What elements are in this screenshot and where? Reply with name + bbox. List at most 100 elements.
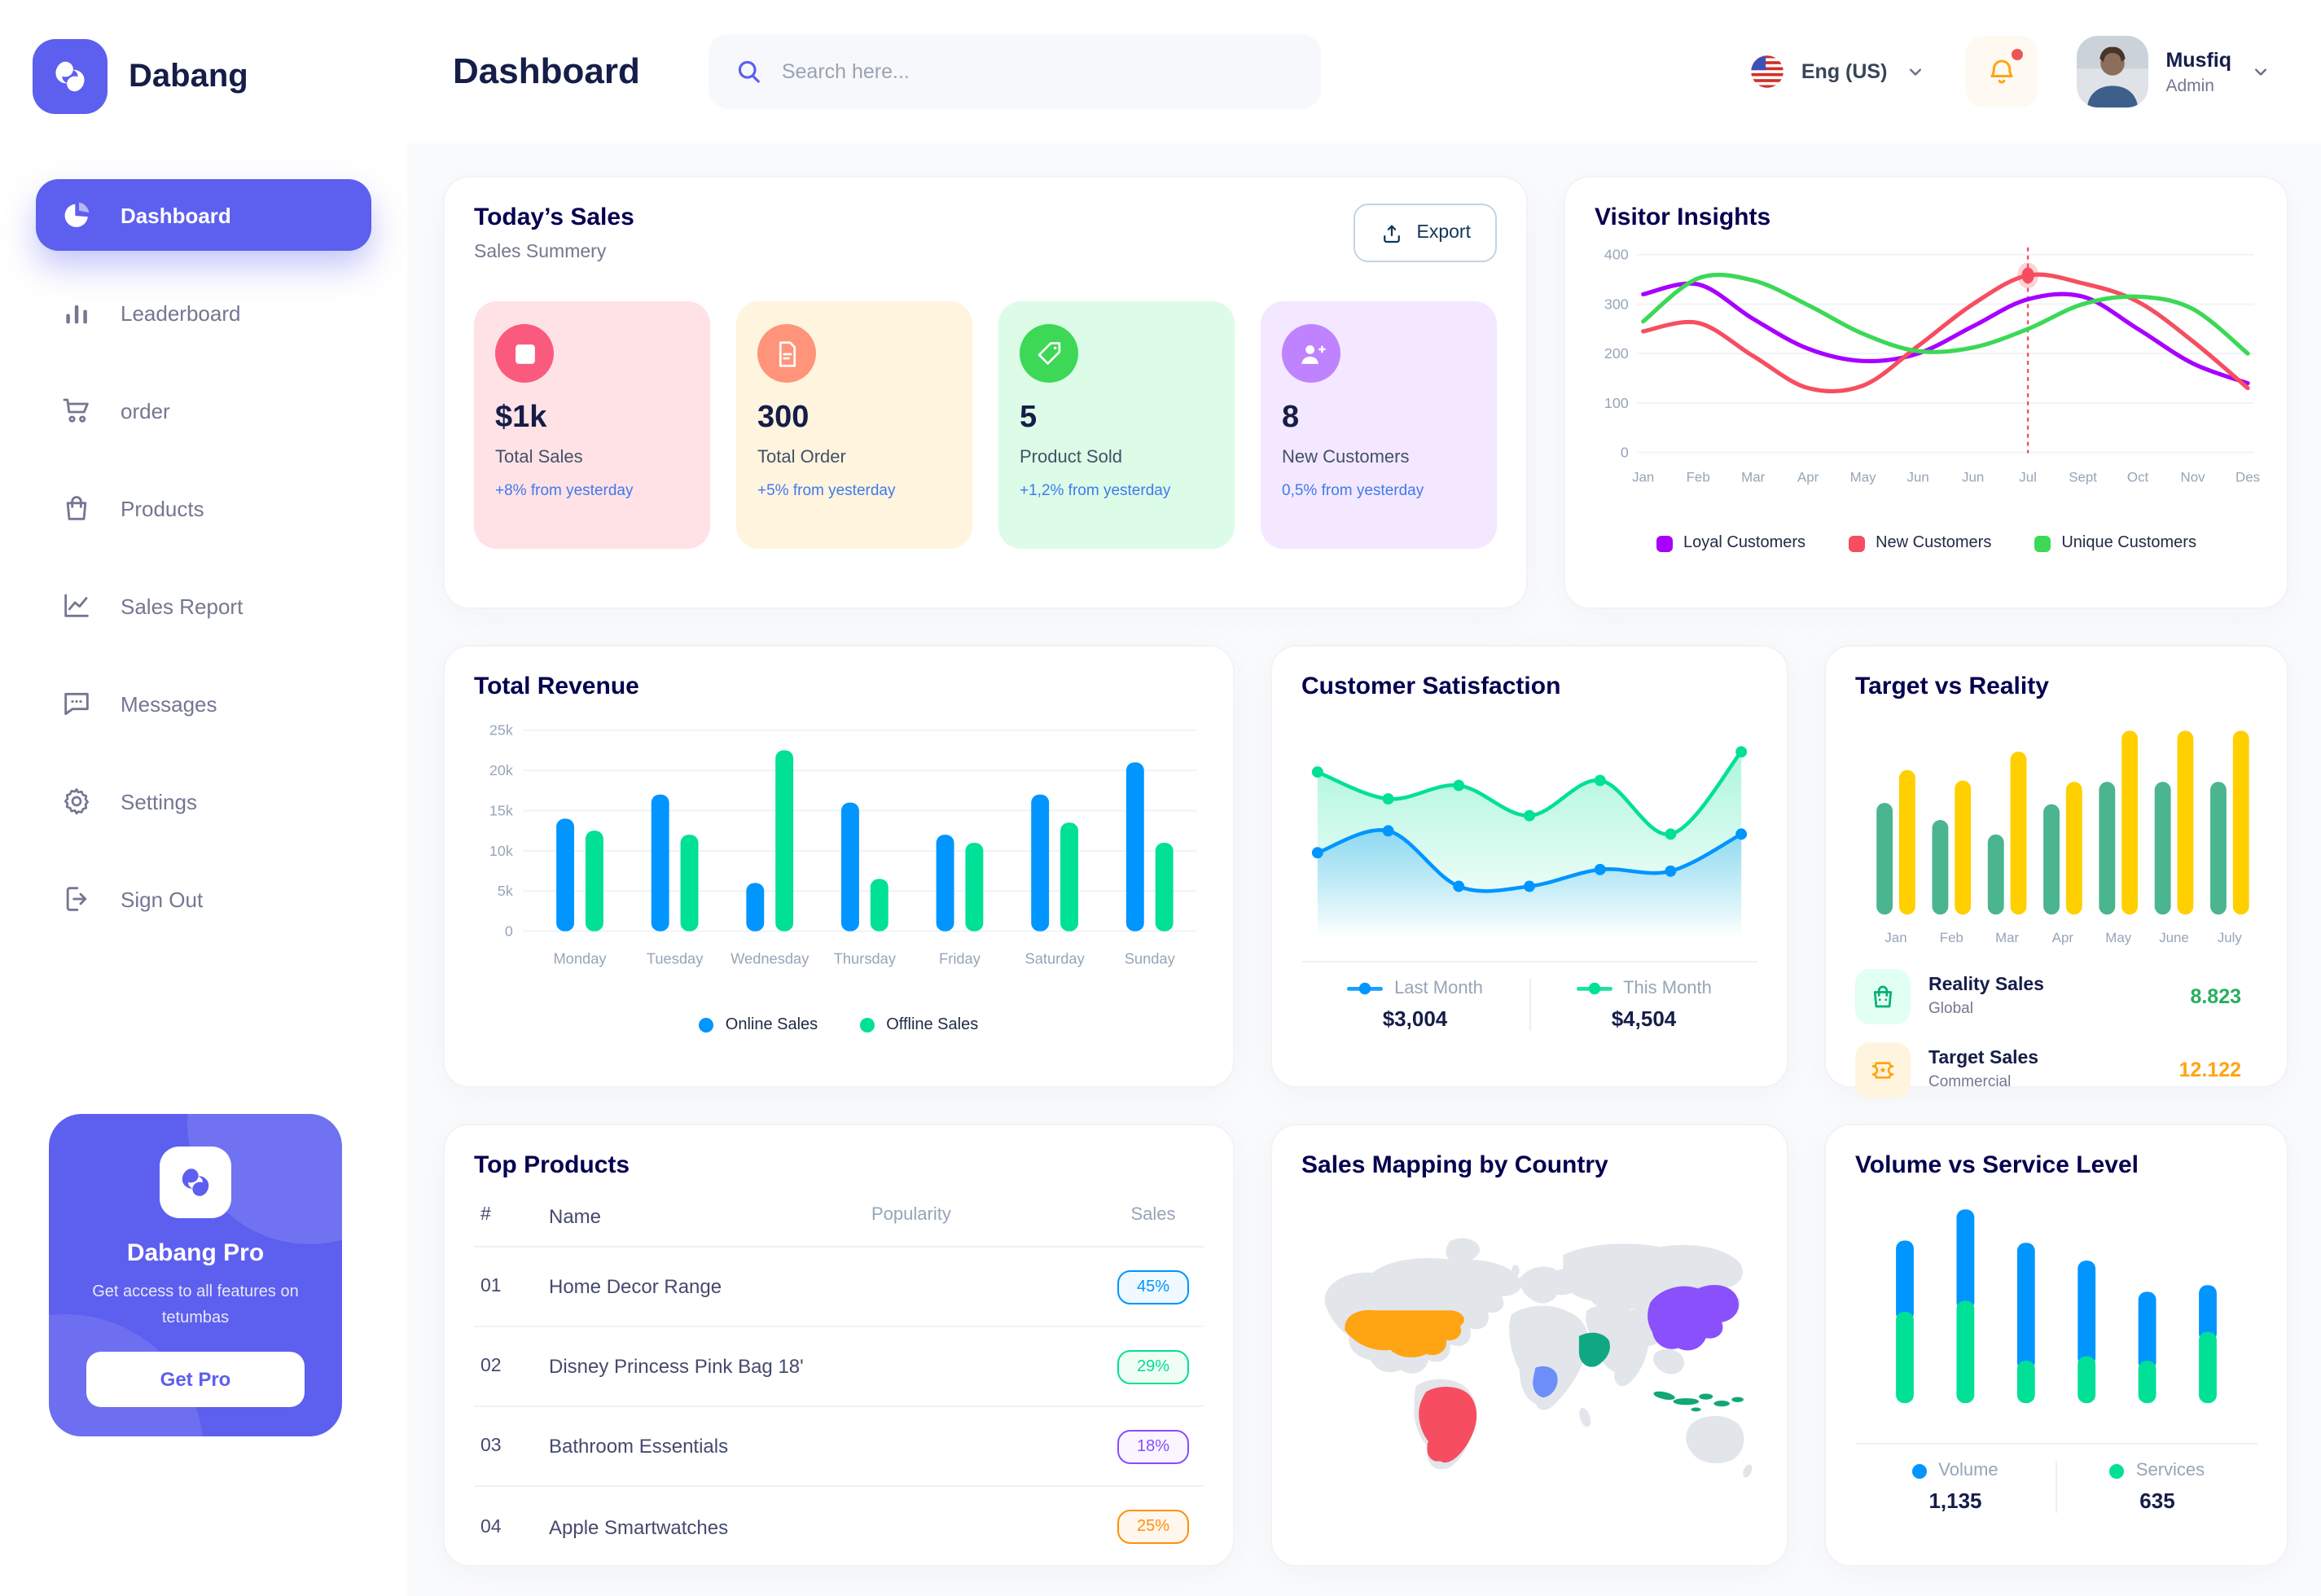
sidebar-item-leaderboard[interactable]: Leaderboard (36, 277, 371, 349)
volume-vs-service-legend: Volume 1,135 Services 635 (1855, 1461, 2257, 1513)
svg-text:Des: Des (2235, 469, 2260, 484)
svg-text:Sunday: Sunday (1125, 949, 1176, 967)
get-pro-button[interactable]: Get Pro (86, 1352, 305, 1407)
legend-swatch (860, 1018, 875, 1033)
legend-label: This Month (1623, 979, 1712, 998)
stat-delta: +1,2% from yesterday (1020, 482, 1171, 500)
total-revenue-title: Total Revenue (474, 673, 639, 700)
stat-label: Total Sales (495, 448, 583, 467)
gear-icon (60, 785, 93, 818)
search-input[interactable] (781, 60, 1295, 83)
product-row-home-decor-range: 01 Home Decor Range 45% (474, 1247, 1204, 1327)
stat-card-total-sales: $1k Total Sales +8% from yesterday (474, 301, 710, 549)
sidebar-item-products[interactable]: Products (36, 472, 371, 544)
pie-chart-icon (60, 199, 93, 231)
target-vs-reality-legend: Reality Sales Global 8.823 Target Sales Comm… (1855, 969, 2257, 1098)
header-actions: Eng (US) Musfiq Admin (1749, 36, 2272, 107)
customer-satisfaction-chart (1311, 746, 1748, 938)
bar-chart-icon (60, 296, 93, 329)
sidebar: Dabang Dashboard Leaderboard order Products… (0, 0, 407, 1596)
pro-card: Dabang Pro Get access to all features on… (49, 1114, 342, 1436)
legend-label: Reality Sales (1928, 976, 2044, 995)
sidebar-item-messages[interactable]: Messages (36, 668, 371, 739)
svg-text:100: 100 (1604, 395, 1629, 411)
language-selector[interactable]: Eng (US) (1749, 54, 1927, 90)
legend-group-last-month: Last Month $3,004 (1301, 979, 1529, 1031)
target-vs-reality-title: Target vs Reality (1855, 673, 2049, 700)
user-menu[interactable]: Musfiq Admin (2076, 36, 2272, 107)
svg-text:Jan: Jan (1884, 930, 1906, 945)
top-products-card: Top Products # Name Popularity Sales 01 Home… (443, 1124, 1235, 1567)
stat-label: Product Sold (1020, 448, 1122, 467)
top-products-body: 01 Home Decor Range 45% 02 Disney Princess P… (474, 1247, 1204, 1567)
legend-value: 8.823 (2190, 985, 2241, 1008)
stat-value: 8 (1282, 401, 1300, 435)
legend-label: Last Month (1394, 979, 1483, 998)
sidebar-item-settings[interactable]: Settings (36, 765, 371, 837)
product-rank: 01 (480, 1277, 502, 1296)
svg-text:Jun: Jun (1907, 469, 1929, 484)
sidebar-item-sales-report[interactable]: Sales Report (36, 570, 371, 642)
ticket-icon (1855, 1042, 1911, 1098)
svg-text:25k: 25k (489, 722, 513, 739)
user-name: Musfiq (2165, 48, 2231, 71)
svg-text:0: 0 (1621, 445, 1629, 461)
sidebar-item-label: Dashboard (121, 203, 231, 227)
svg-text:Sept: Sept (2069, 469, 2097, 484)
message-icon (60, 687, 93, 720)
svg-text:Saturday: Saturday (1024, 949, 1085, 967)
total-revenue-legend: Online Sales Offline Sales (474, 1016, 1204, 1034)
column-header-sales: Sales (1130, 1205, 1176, 1225)
product-name: Disney Princess Pink Bag 18' (549, 1355, 804, 1378)
svg-text:Feb: Feb (1940, 930, 1963, 945)
notification-dot (2011, 49, 2023, 60)
legend-item-loyal-customers: Loyal Customers (1656, 534, 1805, 552)
stat-value: 5 (1020, 401, 1038, 435)
content: Today’s Sales Sales Summery Export $1k To… (407, 143, 2321, 1596)
cart-icon (60, 394, 93, 427)
language-label: Eng (US) (1801, 60, 1888, 83)
user-role: Admin (2165, 76, 2214, 95)
sidebar-item-label: Messages (121, 691, 217, 716)
product-name: Home Decor Range (549, 1275, 722, 1298)
legend-swatch (1848, 535, 1865, 551)
target-vs-reality-card: Target vs Reality Jan Feb Mar Apr May June Jul… (1824, 645, 2288, 1098)
stats-row: $1k Total Sales +8% from yesterday 300 Total… (474, 301, 1497, 549)
legend-sublabel: Commercial (1928, 1073, 2012, 1091)
stat-value: $1k (495, 401, 547, 435)
target-vs-reality-chart: Jan Feb Mar Apr May June July (1876, 730, 2249, 945)
sidebar-item-dashboard[interactable]: Dashboard (36, 179, 371, 251)
svg-text:Jul: Jul (2019, 469, 2037, 484)
svg-text:Mar: Mar (1995, 930, 2019, 945)
map-country-usa (1345, 1309, 1464, 1358)
total-revenue-chart: 0 5k 10k 15k 20k 25k Monday Tuesday Wednesday Thu… (489, 722, 1198, 967)
bag-icon (60, 492, 93, 524)
svg-text:Monday: Monday (553, 949, 607, 967)
column-header-popularity: Popularity (871, 1205, 951, 1225)
export-button[interactable]: Export (1353, 204, 1497, 262)
stat-delta: +8% from yesterday (495, 482, 634, 500)
search-bar[interactable] (708, 34, 1321, 109)
stat-value: 300 (757, 401, 809, 435)
sidebar-item-sign-out[interactable]: Sign Out (36, 863, 371, 935)
legend-value: 1,135 (1928, 1489, 1982, 1513)
column-header-name: Name (549, 1205, 602, 1228)
legend-item-online-sales: Online Sales (699, 1016, 818, 1034)
world-map (1324, 1238, 1753, 1478)
product-rank: 04 (480, 1517, 502, 1537)
svg-text:Mar: Mar (1741, 469, 1765, 484)
customer-satisfaction-title: Customer Satisfaction (1301, 673, 1561, 700)
sidebar-item-order[interactable]: order (36, 375, 371, 446)
product-row-disney-princess-pink-bag-18: 02 Disney Princess Pink Bag 18' 29% (474, 1327, 1204, 1407)
divider (1855, 1443, 2257, 1445)
sales-mapping-title: Sales Mapping by Country (1301, 1151, 1608, 1179)
line-chart-icon (60, 590, 93, 622)
svg-text:May: May (1850, 469, 1876, 484)
dabang-logo-icon (33, 39, 107, 114)
volume-vs-service-card: Volume vs Service Level Volume 1,135 Servi… (1824, 1124, 2288, 1567)
svg-text:10k: 10k (489, 843, 513, 859)
legend-group-volume: Volume 1,135 (1855, 1461, 2056, 1513)
svg-text:0: 0 (505, 923, 513, 940)
svg-text:300: 300 (1604, 296, 1629, 312)
notifications-button[interactable] (1965, 36, 2038, 107)
